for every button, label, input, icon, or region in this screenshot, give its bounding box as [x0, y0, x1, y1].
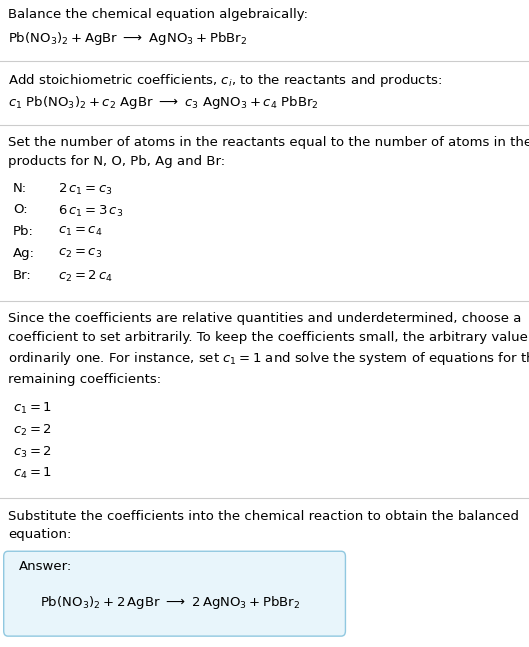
Text: $c_4 = 1$: $c_4 = 1$ — [13, 466, 52, 481]
Text: O:: O: — [13, 203, 28, 216]
Text: $2\,c_1 = c_3$: $2\,c_1 = c_3$ — [58, 182, 113, 197]
FancyBboxPatch shape — [4, 551, 345, 636]
Text: Balance the chemical equation algebraically:: Balance the chemical equation algebraica… — [8, 8, 308, 21]
Text: Pb:: Pb: — [13, 225, 34, 238]
Text: $c_2 = 2\,c_4$: $c_2 = 2\,c_4$ — [58, 269, 113, 284]
Text: Ag:: Ag: — [13, 247, 35, 260]
Text: $\mathrm{Pb(NO_3)_2 + 2\,AgBr\ \longrightarrow\ 2\,AgNO_3 + PbBr_2}$: $\mathrm{Pb(NO_3)_2 + 2\,AgBr\ \longrigh… — [40, 594, 300, 611]
Text: Br:: Br: — [13, 269, 32, 281]
Text: $c_1 = 1$: $c_1 = 1$ — [13, 401, 52, 416]
Text: $\mathrm{Pb(NO_3)_2 + AgBr\ \longrightarrow\ AgNO_3 + PbBr_2}$: $\mathrm{Pb(NO_3)_2 + AgBr\ \longrightar… — [8, 30, 247, 47]
Text: $c_2 = c_3$: $c_2 = c_3$ — [58, 247, 103, 260]
Text: Answer:: Answer: — [19, 560, 72, 573]
Text: Set the number of atoms in the reactants equal to the number of atoms in the
pro: Set the number of atoms in the reactants… — [8, 136, 529, 168]
Text: N:: N: — [13, 182, 28, 195]
Text: $c_1 = c_4$: $c_1 = c_4$ — [58, 225, 103, 238]
Text: Add stoichiometric coefficients, $c_i$, to the reactants and products:: Add stoichiometric coefficients, $c_i$, … — [8, 72, 442, 89]
Text: $c_2 = 2$: $c_2 = 2$ — [13, 423, 52, 438]
Text: $6\,c_1 = 3\,c_3$: $6\,c_1 = 3\,c_3$ — [58, 203, 124, 219]
Text: Since the coefficients are relative quantities and underdetermined, choose a
coe: Since the coefficients are relative quan… — [8, 312, 529, 386]
Text: $c_3 = 2$: $c_3 = 2$ — [13, 444, 52, 460]
Text: $c_1\ \mathrm{Pb(NO_3)_2} + c_2\ \mathrm{AgBr}\ \longrightarrow\ c_3\ \mathrm{Ag: $c_1\ \mathrm{Pb(NO_3)_2} + c_2\ \mathrm… — [8, 94, 318, 111]
Text: Substitute the coefficients into the chemical reaction to obtain the balanced
eq: Substitute the coefficients into the che… — [8, 510, 519, 542]
